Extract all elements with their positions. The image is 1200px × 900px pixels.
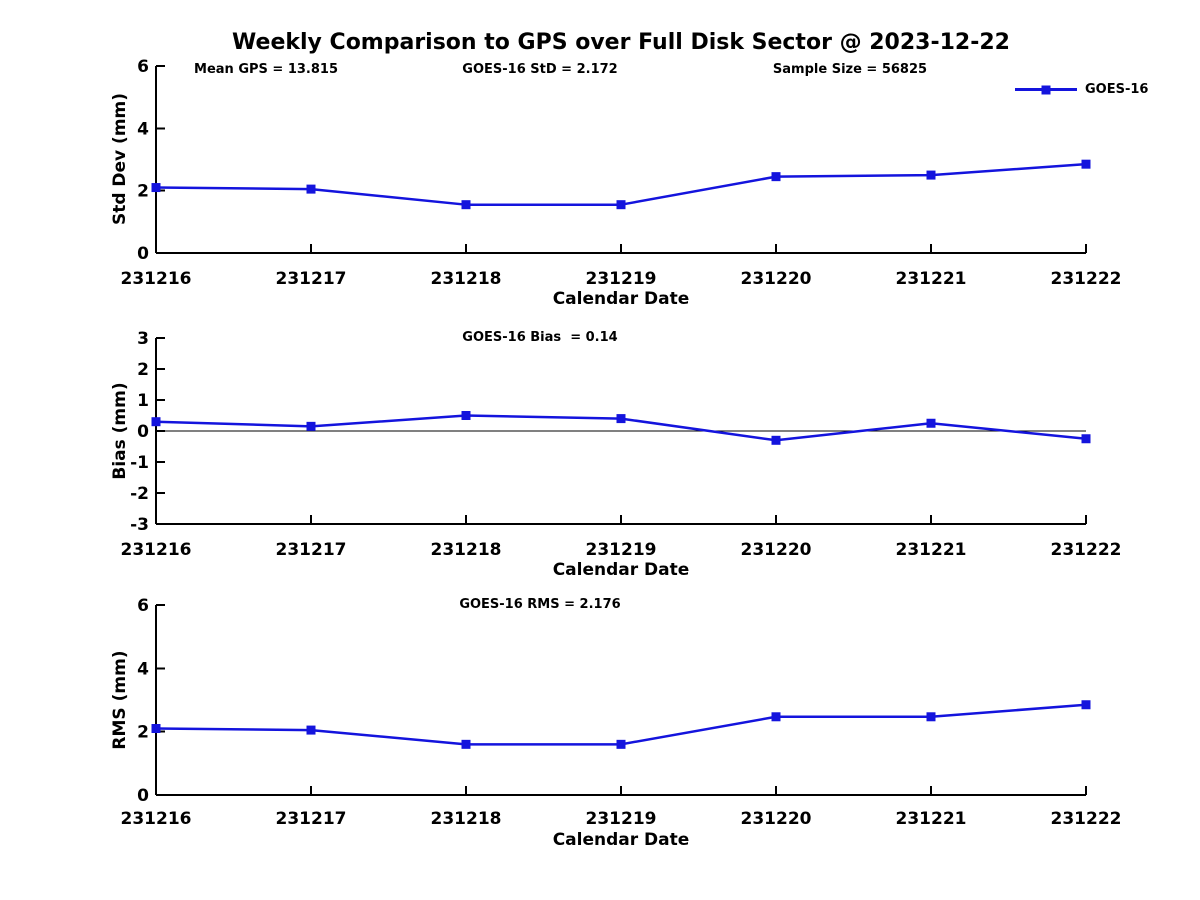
legend-label: GOES-16 — [1085, 82, 1149, 97]
series-line-GOES-16 — [155, 162, 1087, 206]
data-point-marker — [926, 170, 936, 180]
x-tick-label: 231222 — [1051, 809, 1122, 829]
x-tick-label: 231222 — [1051, 269, 1122, 289]
annotation-sample-size: Sample Size = 56825 — [772, 62, 928, 77]
x-tick-label: 231219 — [586, 540, 657, 560]
x-tick-label: 231216 — [121, 540, 192, 560]
y-tick-label: -3 — [130, 515, 149, 535]
x-tick-label: 231218 — [431, 269, 502, 289]
y-tick-label: 6 — [137, 57, 149, 77]
data-point-marker — [461, 200, 471, 210]
data-point-marker — [151, 417, 161, 427]
data-point-marker — [616, 200, 626, 210]
annotation-mean-gps: Mean GPS = 13.815 — [194, 62, 338, 77]
data-point-marker — [151, 724, 161, 733]
annotation-goes16-bias: GOES-16 Bias = 0.14 — [462, 330, 618, 345]
data-point-marker — [1081, 159, 1091, 169]
x-tick-label: 231219 — [586, 809, 657, 829]
y-tick-label: 1 — [137, 391, 149, 411]
y-tick-label: 6 — [137, 596, 149, 616]
data-point-marker — [616, 414, 626, 424]
data-point-marker — [771, 435, 781, 445]
y-tick-label: 2 — [137, 723, 149, 743]
x-axis-label-rms: Calendar Date — [552, 830, 690, 850]
x-tick-label: 231221 — [896, 269, 967, 289]
x-tick-label: 231221 — [896, 809, 967, 829]
figure-title: Weekly Comparison to GPS over Full Disk … — [232, 30, 1010, 55]
x-tick-label: 231222 — [1051, 540, 1122, 560]
y-tick-label: 0 — [137, 244, 149, 264]
y-axis-label-rms: RMS (mm) — [110, 650, 130, 750]
x-tick-label: 231220 — [741, 540, 812, 560]
legend: GOES-16 — [1015, 82, 1148, 97]
x-tick-label: 231219 — [586, 269, 657, 289]
data-point-marker — [771, 712, 781, 722]
x-axis-label-bias: Calendar Date — [552, 560, 690, 580]
data-point-marker — [1081, 434, 1091, 444]
x-tick-label: 231217 — [276, 809, 347, 829]
annotation-goes16-rms: GOES-16 RMS = 2.176 — [459, 597, 621, 612]
subplot-0: 0 2 4 6 231216 231217 231218 231219 231220 231221… — [121, 57, 1122, 289]
y-axis-label-bias: Bias (mm) — [110, 382, 130, 480]
legend-line-sample — [1015, 85, 1077, 94]
y-tick-label: 0 — [137, 422, 149, 442]
x-tick-label: 231218 — [431, 540, 502, 560]
annotation-goes16-std: GOES-16 StD = 2.172 — [462, 62, 618, 77]
data-point-marker — [771, 172, 781, 182]
data-point-marker — [1081, 700, 1091, 710]
x-axis-label-stddev: Calendar Date — [552, 289, 690, 309]
x-tick-label: 231220 — [741, 269, 812, 289]
x-tick-label: 231220 — [741, 809, 812, 829]
x-tick-label: 231217 — [276, 540, 347, 560]
y-axis-label-stddev: Std Dev (mm) — [110, 92, 130, 226]
y-tick-label: 4 — [137, 119, 149, 139]
data-point-marker — [306, 184, 316, 194]
y-tick-label: 0 — [137, 786, 149, 806]
data-point-marker — [926, 712, 936, 722]
data-point-marker — [306, 725, 316, 735]
data-point-marker — [926, 418, 936, 428]
y-tick-label: -2 — [130, 484, 149, 504]
data-point-marker — [151, 183, 161, 193]
x-tick-label: 231221 — [896, 540, 967, 560]
x-tick-label: 231216 — [121, 269, 192, 289]
subplot-2: 0 2 4 6 231216 231217 231218 231219 231220 231221… — [121, 596, 1122, 829]
data-point-marker — [306, 421, 316, 431]
y-tick-label: 2 — [137, 182, 149, 202]
y-tick-label: 3 — [137, 329, 149, 349]
x-tick-label: 231216 — [121, 809, 192, 829]
series-line-GOES-16 — [155, 703, 1087, 746]
y-tick-label: 4 — [137, 659, 149, 679]
x-tick-label: 231218 — [431, 809, 502, 829]
y-tick-label: 2 — [137, 360, 149, 380]
data-point-marker — [461, 411, 471, 420]
subplot-1: -3 -2 -1 0 1 2 3 231216 231217 231218 231219 231220… — [121, 329, 1122, 560]
legend-square-marker-icon — [1041, 85, 1051, 94]
y-tick-label: -1 — [130, 453, 149, 473]
data-point-marker — [616, 739, 626, 749]
x-tick-label: 231217 — [276, 269, 347, 289]
data-point-marker — [461, 739, 471, 749]
